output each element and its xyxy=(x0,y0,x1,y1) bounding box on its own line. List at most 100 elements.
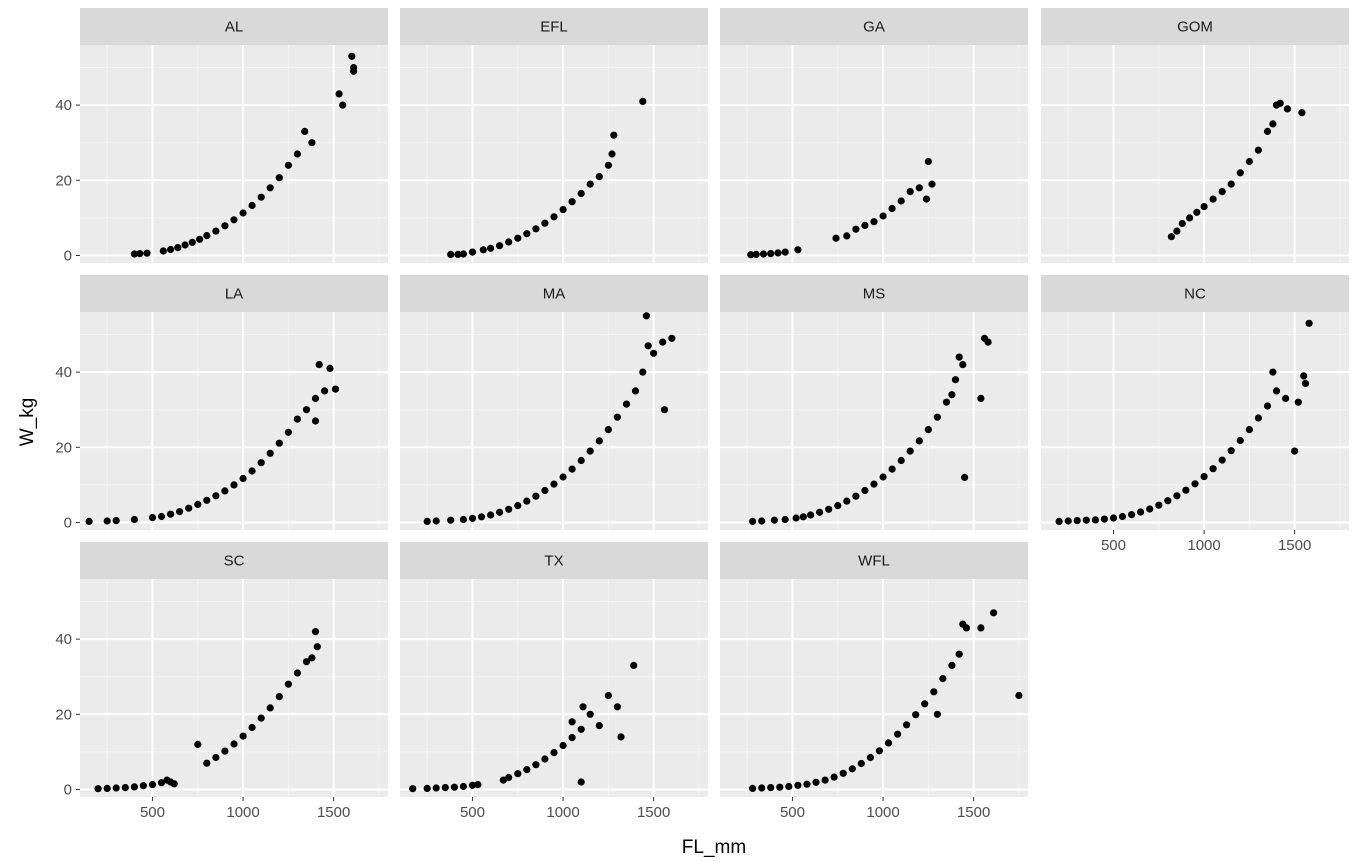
data-point xyxy=(955,650,963,658)
data-point xyxy=(459,515,467,524)
data-point xyxy=(266,449,274,457)
data-point xyxy=(275,439,283,447)
data-point xyxy=(781,515,789,524)
x-axis-title: FL_mm xyxy=(682,837,746,858)
data-point xyxy=(642,312,651,320)
facet-strip xyxy=(400,542,708,579)
x-tick-label: 1500 xyxy=(637,804,670,821)
data-point xyxy=(852,225,860,233)
data-point xyxy=(257,459,265,467)
data-point xyxy=(85,517,93,526)
data-point xyxy=(659,338,667,346)
data-point xyxy=(505,238,513,246)
data-point xyxy=(339,101,347,109)
data-point xyxy=(541,486,549,495)
data-point xyxy=(248,723,256,732)
data-point xyxy=(1218,188,1226,196)
data-point xyxy=(331,385,340,393)
panel-background xyxy=(400,45,708,263)
facet-strip-label: LA xyxy=(225,286,243,303)
panel-background xyxy=(400,312,708,530)
facet-strip xyxy=(1041,275,1349,312)
data-point xyxy=(747,251,755,259)
data-point xyxy=(194,740,202,749)
facet-panel-ms: MS xyxy=(720,275,1028,530)
data-point xyxy=(1015,691,1023,700)
data-point xyxy=(781,248,789,256)
data-point xyxy=(586,180,594,188)
data-point xyxy=(577,189,585,198)
data-point xyxy=(514,502,522,510)
data-point xyxy=(311,417,320,425)
data-point xyxy=(550,749,558,757)
data-point xyxy=(112,784,120,792)
data-point xyxy=(248,201,256,210)
facet-strip-label: NC xyxy=(1184,286,1206,303)
data-point xyxy=(595,722,603,730)
data-point xyxy=(541,755,549,763)
data-point xyxy=(948,391,956,399)
data-point xyxy=(816,508,824,516)
data-point xyxy=(550,480,558,488)
data-point xyxy=(1263,127,1272,135)
data-point xyxy=(776,783,784,791)
y-tick-label: 20 xyxy=(55,439,72,456)
data-point xyxy=(1137,508,1145,516)
data-point xyxy=(1155,501,1163,509)
data-point xyxy=(1200,203,1208,211)
y-tick-label: 0 xyxy=(64,247,72,264)
panel-background xyxy=(1041,45,1349,263)
data-point xyxy=(568,718,576,726)
data-point xyxy=(604,426,613,434)
data-point xyxy=(951,376,960,384)
data-point xyxy=(825,505,833,513)
data-point xyxy=(843,232,851,240)
data-point xyxy=(1191,480,1199,488)
data-point xyxy=(843,497,851,505)
data-point xyxy=(866,753,875,762)
data-point xyxy=(559,473,567,481)
data-point xyxy=(293,669,301,677)
facet-panel-sc: SC 0 20 40 500 1000 1500 xyxy=(55,542,388,821)
data-point xyxy=(830,773,838,781)
data-point xyxy=(203,759,211,767)
y-tick-label: 20 xyxy=(55,172,72,189)
data-point xyxy=(610,131,618,139)
data-point xyxy=(523,497,531,505)
y-tick-label: 0 xyxy=(64,781,72,798)
data-point xyxy=(239,732,247,740)
x-tick-label: 1000 xyxy=(226,804,259,821)
facet-panel-la: LA 0 20 40 xyxy=(55,275,388,531)
data-point xyxy=(1245,426,1253,434)
data-point xyxy=(315,361,323,369)
data-point xyxy=(139,782,147,790)
data-point xyxy=(1100,515,1108,523)
data-point xyxy=(468,514,477,522)
data-point xyxy=(257,714,265,722)
data-point xyxy=(915,437,923,445)
data-point xyxy=(903,721,911,729)
data-point xyxy=(930,688,938,696)
data-point xyxy=(1272,387,1281,395)
data-point xyxy=(559,741,567,750)
data-point xyxy=(613,413,622,421)
data-point xyxy=(622,400,631,408)
facet-strip-label: TX xyxy=(544,553,563,570)
data-point xyxy=(487,511,495,519)
data-point xyxy=(212,753,220,762)
data-point xyxy=(454,250,462,258)
data-point xyxy=(1283,105,1291,113)
x-tick-label: 500 xyxy=(460,804,485,821)
data-point xyxy=(644,342,652,350)
facet-panel-gom: GOM xyxy=(1041,8,1349,263)
data-point xyxy=(230,740,238,748)
data-point xyxy=(148,781,157,789)
data-point xyxy=(1173,492,1181,500)
data-point xyxy=(432,784,440,792)
data-point xyxy=(990,609,998,617)
data-point xyxy=(459,250,467,258)
facet-strip-label: MS xyxy=(863,286,886,303)
panel-background xyxy=(80,45,388,263)
data-point xyxy=(1209,465,1217,473)
data-point xyxy=(984,338,992,346)
